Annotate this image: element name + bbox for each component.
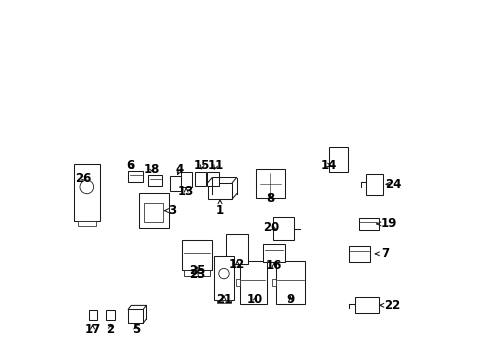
Bar xyxy=(139,193,168,228)
Text: 25: 25 xyxy=(188,264,205,277)
Text: 19: 19 xyxy=(376,217,396,230)
Text: 11: 11 xyxy=(207,159,224,172)
Bar xyxy=(358,217,378,230)
Bar xyxy=(217,300,230,303)
Bar xyxy=(128,309,143,323)
Bar xyxy=(169,176,181,191)
Text: 15: 15 xyxy=(193,159,210,172)
Bar xyxy=(78,221,96,226)
Bar xyxy=(263,244,284,262)
Bar xyxy=(348,246,370,262)
Bar xyxy=(106,310,115,320)
Text: 2: 2 xyxy=(106,323,114,336)
Bar xyxy=(191,251,206,274)
Bar xyxy=(214,256,233,300)
Bar xyxy=(239,261,266,304)
Text: 7: 7 xyxy=(375,247,389,260)
Text: 14: 14 xyxy=(320,159,337,172)
Bar xyxy=(354,297,378,313)
Bar xyxy=(184,270,209,276)
Bar xyxy=(272,279,275,287)
Text: 26: 26 xyxy=(75,172,91,185)
Bar xyxy=(236,279,239,287)
Bar xyxy=(207,183,232,199)
Bar xyxy=(206,172,218,186)
Text: 4: 4 xyxy=(175,163,183,176)
Text: 6: 6 xyxy=(126,159,134,172)
Text: 18: 18 xyxy=(143,163,160,176)
Bar xyxy=(272,217,293,240)
Text: 8: 8 xyxy=(266,192,274,205)
Text: 9: 9 xyxy=(286,293,294,306)
Bar xyxy=(194,172,206,186)
Text: 5: 5 xyxy=(131,323,140,336)
Bar xyxy=(128,171,143,182)
Text: 22: 22 xyxy=(379,299,399,312)
Text: 1: 1 xyxy=(216,200,224,217)
Text: 3: 3 xyxy=(164,204,176,217)
Bar xyxy=(226,234,247,264)
Bar xyxy=(148,175,162,186)
Bar xyxy=(366,174,383,195)
Bar xyxy=(329,147,347,172)
Bar xyxy=(74,164,100,221)
Text: 24: 24 xyxy=(384,178,400,191)
Text: 23: 23 xyxy=(188,268,204,281)
Bar xyxy=(181,172,191,187)
Text: 13: 13 xyxy=(178,185,194,198)
Bar xyxy=(255,169,285,198)
Text: 21: 21 xyxy=(215,293,232,306)
Bar xyxy=(88,310,96,320)
Text: 17: 17 xyxy=(84,323,101,336)
Bar xyxy=(182,240,211,270)
Text: 12: 12 xyxy=(229,258,245,271)
Bar xyxy=(275,261,305,304)
Bar xyxy=(144,203,163,222)
Text: 20: 20 xyxy=(263,221,279,234)
Text: 10: 10 xyxy=(246,293,263,306)
Text: 16: 16 xyxy=(265,259,282,272)
